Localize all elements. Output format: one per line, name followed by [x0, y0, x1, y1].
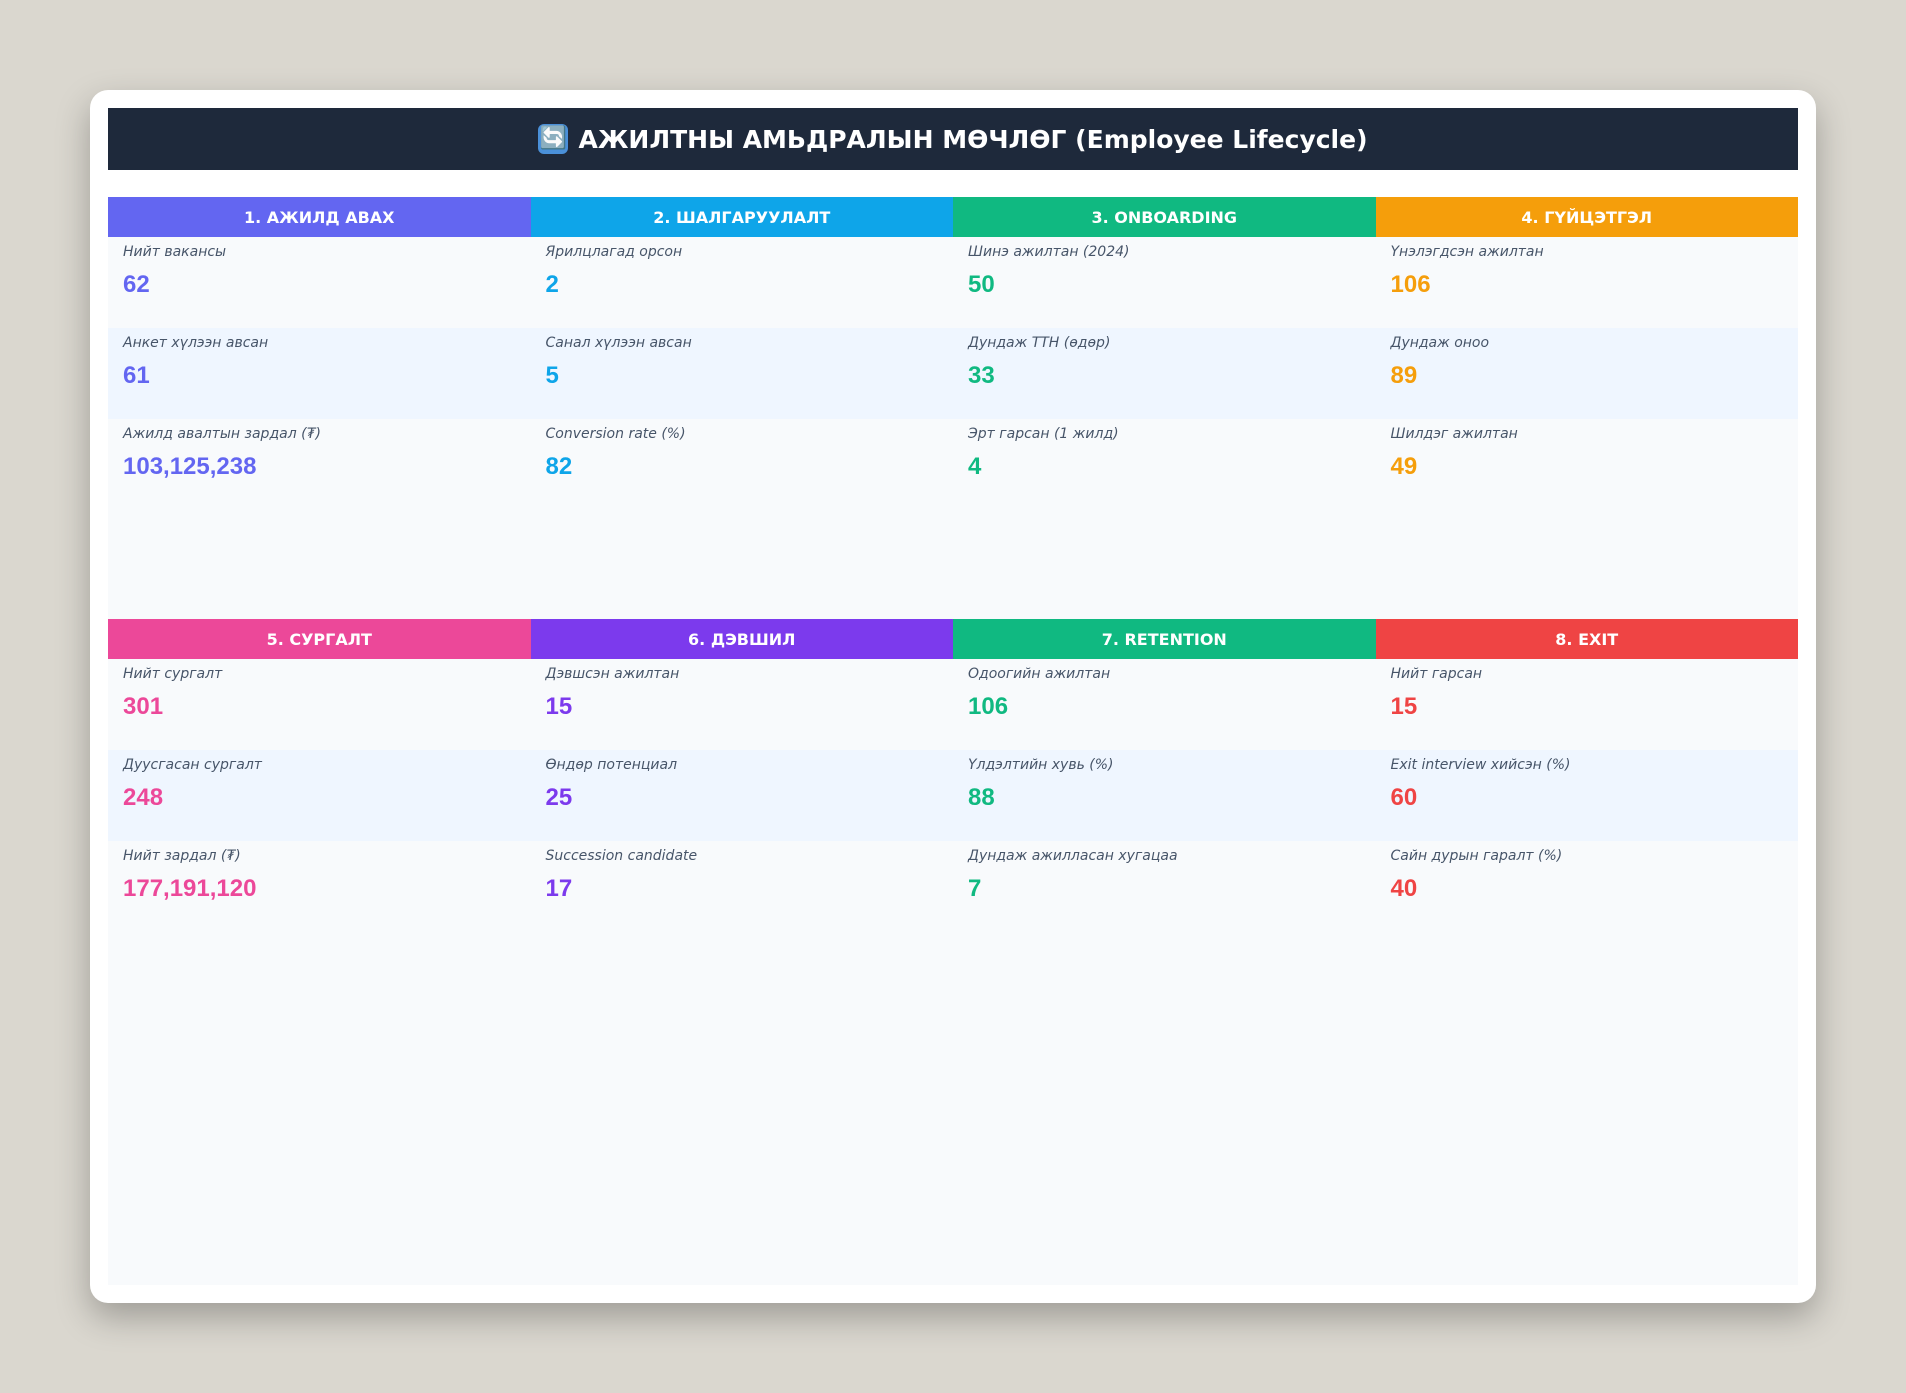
metric-value: 88 [968, 784, 995, 811]
metric-value: 106 [1390, 271, 1431, 298]
metric-item: Анкет хүлээн авсан 61 [108, 328, 531, 419]
metric-value: 5 [545, 362, 559, 389]
metric-label: Нийт вакансы [123, 244, 227, 260]
metric-item: Өндөр потенциал 25 [530, 750, 953, 841]
metric-item: Одоогийн ажилтан 106 [953, 659, 1376, 750]
metric-value: 40 [1390, 875, 1418, 902]
refresh-icon: 🔄 [538, 124, 569, 154]
metric-label: Үлдэлтийн хувь (%) [968, 757, 1114, 773]
metric-item: Нийт гарсан 15 [1376, 659, 1799, 750]
metric-item: Үлдэлтийн хувь (%) 88 [953, 750, 1376, 841]
metric-item: Дундаж оноо 89 [1375, 328, 1798, 419]
metric-value: 2 [545, 271, 559, 298]
stage-header: 2. ШАЛГАРУУЛАЛТ [530, 197, 953, 237]
metric-item: Дэвшсэн ажилтан 15 [531, 659, 954, 750]
metric-label: Дундаж ТТН (өдөр) [968, 335, 1111, 351]
stage-header: 7. RETENTION [953, 619, 1376, 659]
stage-header: 6. ДЭВШИЛ [530, 619, 953, 659]
metric-value: 4 [968, 453, 982, 480]
metric-value: 15 [545, 693, 573, 720]
stage-header: 5. СУРГАЛТ [108, 619, 531, 659]
stage-onboarding: 3. ONBOARDING Шинэ ажилтан (2024) 50 Дунд… [953, 197, 1376, 557]
metric-value: 177,191,120 [123, 875, 257, 902]
metric-label: Succession candidate [545, 848, 698, 864]
metric-item: Ажилд авалтын зардал (₮) 103,125,238 [108, 419, 531, 510]
metric-item: Нийт зардал (₮) 177,191,120 [108, 841, 531, 932]
metric-item: Үнэлэгдсэн ажилтан 106 [1376, 237, 1799, 328]
metric-label: Өндөр потенциал [545, 757, 678, 773]
metric-item: Нийт сургалт 301 [108, 659, 531, 750]
metric-label: Үнэлэгдсэн ажилтан [1390, 244, 1544, 260]
stage-performance: 4. ГҮЙЦЭТГЭЛ Үнэлэгдсэн ажилтан 106 Дунда… [1375, 197, 1799, 557]
metric-label: Дундаж оноо [1390, 335, 1490, 351]
metric-item: Сайн дурын гаралт (%) 40 [1376, 841, 1799, 932]
page-title: АЖИЛТНЫ АМЬДРАЛЫН МӨЧЛӨГ (Employee Lifec… [578, 124, 1368, 154]
metric-value: 62 [123, 271, 150, 298]
metric-item: Exit interview хийсэн (%) 60 [1375, 750, 1798, 841]
stage-exit: 8. EXIT Нийт гарсан 15 Exit interview хий… [1375, 619, 1799, 979]
stage-header: 1. АЖИЛД АВАХ [108, 197, 531, 237]
metric-item: Шинэ ажилтан (2024) 50 [953, 237, 1376, 328]
metric-item: Succession candidate 17 [531, 841, 954, 932]
metric-item: Дундаж ажилласан хугацаа 7 [953, 841, 1376, 932]
metric-value: 82 [545, 453, 573, 480]
metric-item: Conversion rate (%) 82 [531, 419, 954, 510]
stage-retention: 7. RETENTION Одоогийн ажилтан 106 Үлдэлти… [953, 619, 1376, 979]
stage-recruitment: 1. АЖИЛД АВАХ Нийт вакансы 62 Анкет хүлээ… [108, 197, 531, 557]
stage-promotion: 6. ДЭВШИЛ Дэвшсэн ажилтан 15 Өндөр потенц… [530, 619, 954, 979]
metric-value: 15 [1390, 693, 1418, 720]
metric-value: 25 [545, 784, 573, 811]
metric-item: Нийт вакансы 62 [108, 237, 531, 328]
metric-label: Exit interview хийсэн (%) [1390, 757, 1571, 773]
stage-training: 5. СУРГАЛТ Нийт сургалт 301 Дуусгасан сур… [108, 619, 531, 979]
metric-item: Санал хүлээн авсан 5 [530, 328, 953, 419]
metric-item: Ярилцлагад орсон 2 [531, 237, 954, 328]
metric-label: Дундаж ажилласан хугацаа [968, 848, 1178, 864]
metric-value: 103,125,238 [123, 453, 257, 480]
metric-value: 61 [123, 362, 150, 389]
metric-label: Ярилцлагад орсон [545, 244, 683, 260]
stage-header: 3. ONBOARDING [953, 197, 1376, 237]
metric-item: Шилдэг ажилтан 49 [1376, 419, 1799, 510]
stage-selection: 2. ШАЛГАРУУЛАЛТ Ярилцлагад орсон 2 Санал … [530, 197, 954, 557]
metric-label: Нийт гарсан [1390, 666, 1483, 682]
stage-header: 4. ГҮЙЦЭТГЭЛ [1375, 197, 1798, 237]
metric-item: Дундаж ТТН (өдөр) 33 [953, 328, 1376, 419]
lifecycle-card: 🔄 АЖИЛТНЫ АМЬДРАЛЫН МӨЧЛӨГ (Employee Lif… [90, 90, 1816, 1303]
metric-value: 7 [968, 875, 982, 902]
metric-value: 49 [1390, 453, 1418, 480]
metric-label: Санал хүлээн авсан [545, 335, 692, 351]
metric-label: Дуусгасан сургалт [123, 757, 262, 773]
metric-label: Дэвшсэн ажилтан [545, 666, 680, 682]
metric-label: Нийт сургалт [123, 666, 223, 682]
metric-value: 89 [1390, 362, 1418, 389]
metric-item: Эрт гарсан (1 жилд) 4 [953, 419, 1376, 510]
metric-label: Одоогийн ажилтан [968, 666, 1111, 682]
metric-label: Шилдэг ажилтан [1390, 426, 1518, 442]
metric-value: 106 [968, 693, 1009, 720]
metric-label: Анкет хүлээн авсан [123, 335, 269, 351]
metric-value: 301 [123, 693, 164, 720]
page-title-bar: 🔄 АЖИЛТНЫ АМЬДРАЛЫН МӨЧЛӨГ (Employee Lif… [108, 108, 1798, 170]
metric-label: Нийт зардал (₮) [123, 848, 241, 864]
metric-label: Сайн дурын гаралт (%) [1390, 848, 1563, 864]
lifecycle-grid: 1. АЖИЛД АВАХ Нийт вакансы 62 Анкет хүлээ… [108, 197, 1798, 1285]
stage-header: 8. EXIT [1375, 619, 1798, 659]
metric-label: Эрт гарсан (1 жилд) [968, 426, 1119, 442]
metric-value: 33 [968, 362, 995, 389]
metric-value: 50 [968, 271, 995, 298]
metric-label: Шинэ ажилтан (2024) [968, 244, 1130, 260]
metric-value: 248 [123, 784, 164, 811]
lifecycle-section-2: 5. СУРГАЛТ Нийт сургалт 301 Дуусгасан сур… [108, 619, 1798, 979]
metric-label: Conversion rate (%) [545, 426, 686, 442]
lifecycle-section-1: 1. АЖИЛД АВАХ Нийт вакансы 62 Анкет хүлээ… [108, 197, 1798, 557]
metric-value: 60 [1390, 784, 1418, 811]
metric-item: Дуусгасан сургалт 248 [108, 750, 531, 841]
metric-value: 17 [545, 875, 573, 902]
metric-label: Ажилд авалтын зардал (₮) [123, 426, 321, 442]
